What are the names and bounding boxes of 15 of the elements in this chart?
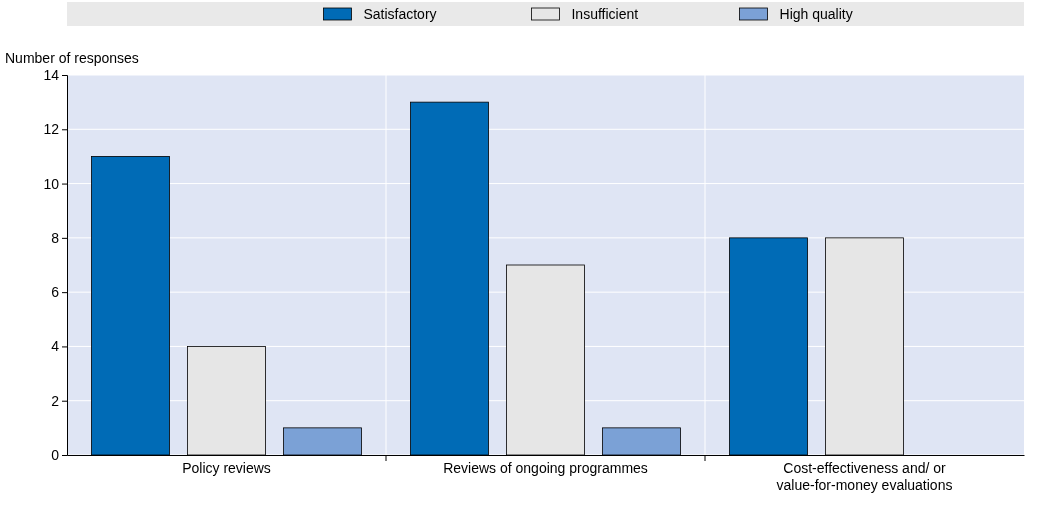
y-tick-label: 10 xyxy=(43,175,60,192)
y-tick-label: 0 xyxy=(51,446,60,463)
y-tick-label: 4 xyxy=(51,338,60,355)
x-tick-label: Policy reviews xyxy=(182,460,271,476)
y-tick-label: 6 xyxy=(51,284,60,301)
legend-label: High quality xyxy=(779,6,853,22)
y-tick-label: 2 xyxy=(51,392,60,409)
y-tick-label: 8 xyxy=(51,229,60,246)
y-tick-label: 14 xyxy=(43,66,60,83)
x-tick-label: Reviews of ongoing programmes xyxy=(443,460,648,476)
legend-label: Insufficient xyxy=(571,6,639,22)
y-tick-label: 12 xyxy=(43,121,60,138)
y-axis-title: Number of responses xyxy=(5,50,139,66)
x-tick-label: Cost-effectiveness and/ or value-for-money evaluations xyxy=(776,460,953,493)
legend-label: Satisfactory xyxy=(363,6,437,22)
